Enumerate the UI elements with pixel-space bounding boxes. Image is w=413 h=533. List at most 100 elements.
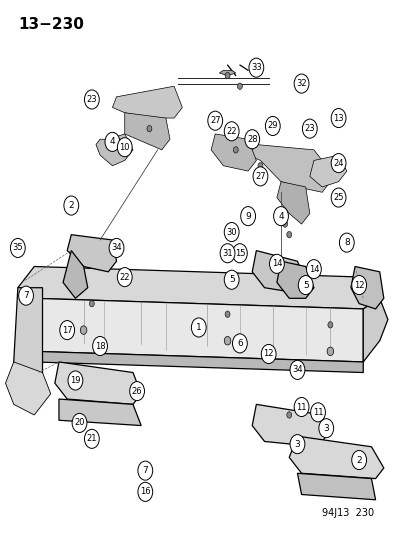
Polygon shape bbox=[14, 288, 43, 383]
Text: 27: 27 bbox=[254, 172, 265, 181]
Text: 24: 24 bbox=[332, 159, 343, 167]
Circle shape bbox=[122, 141, 127, 148]
Text: 35: 35 bbox=[12, 244, 23, 253]
Circle shape bbox=[330, 154, 345, 173]
Circle shape bbox=[224, 270, 238, 289]
Text: 25: 25 bbox=[332, 193, 343, 202]
Circle shape bbox=[252, 167, 267, 186]
Text: 23: 23 bbox=[86, 95, 97, 104]
Circle shape bbox=[138, 461, 152, 480]
Text: 18: 18 bbox=[95, 342, 105, 351]
Circle shape bbox=[59, 320, 74, 340]
Text: 13−230: 13−230 bbox=[18, 17, 83, 33]
Circle shape bbox=[224, 122, 238, 141]
Text: 29: 29 bbox=[267, 122, 278, 131]
Polygon shape bbox=[34, 351, 362, 373]
Circle shape bbox=[326, 347, 333, 356]
Text: 7: 7 bbox=[23, 291, 29, 300]
Polygon shape bbox=[350, 266, 383, 309]
Polygon shape bbox=[276, 261, 313, 298]
Circle shape bbox=[84, 429, 99, 448]
Text: 32: 32 bbox=[296, 79, 306, 88]
Circle shape bbox=[269, 254, 284, 273]
Circle shape bbox=[224, 222, 238, 241]
Text: 21: 21 bbox=[86, 434, 97, 443]
Circle shape bbox=[220, 244, 235, 263]
Circle shape bbox=[207, 111, 222, 130]
Circle shape bbox=[273, 207, 288, 225]
Polygon shape bbox=[247, 144, 330, 192]
Circle shape bbox=[290, 360, 304, 379]
Text: 11: 11 bbox=[312, 408, 323, 417]
Text: 22: 22 bbox=[226, 127, 236, 136]
Circle shape bbox=[138, 482, 152, 502]
Circle shape bbox=[233, 147, 237, 153]
Text: 4: 4 bbox=[109, 138, 115, 147]
Circle shape bbox=[240, 207, 255, 225]
Circle shape bbox=[68, 371, 83, 390]
Text: 14: 14 bbox=[271, 260, 282, 268]
Polygon shape bbox=[309, 155, 346, 187]
Circle shape bbox=[232, 244, 247, 263]
Text: 12: 12 bbox=[263, 350, 273, 359]
Text: 19: 19 bbox=[70, 376, 81, 385]
Circle shape bbox=[248, 58, 263, 77]
Text: 30: 30 bbox=[226, 228, 236, 237]
Polygon shape bbox=[219, 70, 235, 76]
Circle shape bbox=[19, 286, 33, 305]
Circle shape bbox=[232, 334, 247, 353]
Circle shape bbox=[147, 125, 152, 132]
Text: 9: 9 bbox=[244, 212, 250, 221]
Polygon shape bbox=[55, 362, 141, 405]
Text: 2: 2 bbox=[356, 456, 361, 465]
Polygon shape bbox=[124, 113, 170, 150]
Polygon shape bbox=[252, 251, 305, 293]
Circle shape bbox=[339, 233, 354, 252]
Text: 10: 10 bbox=[119, 143, 130, 152]
Text: 15: 15 bbox=[234, 249, 244, 258]
Text: 14: 14 bbox=[308, 265, 318, 273]
Text: 34: 34 bbox=[111, 244, 121, 253]
Circle shape bbox=[351, 450, 366, 470]
Text: 94J13  230: 94J13 230 bbox=[321, 508, 373, 519]
Circle shape bbox=[72, 414, 87, 432]
Polygon shape bbox=[5, 362, 51, 415]
Circle shape bbox=[298, 276, 312, 295]
Text: 5: 5 bbox=[302, 280, 308, 289]
Circle shape bbox=[286, 412, 291, 418]
Text: 3: 3 bbox=[323, 424, 328, 433]
Polygon shape bbox=[289, 436, 383, 479]
Circle shape bbox=[93, 336, 107, 356]
Circle shape bbox=[105, 132, 119, 151]
Text: 22: 22 bbox=[119, 272, 130, 281]
Circle shape bbox=[327, 321, 332, 328]
Polygon shape bbox=[112, 86, 182, 128]
Polygon shape bbox=[297, 473, 375, 500]
Text: 17: 17 bbox=[62, 326, 72, 335]
Circle shape bbox=[191, 318, 206, 337]
Text: 31: 31 bbox=[222, 249, 232, 258]
Circle shape bbox=[80, 326, 87, 334]
Circle shape bbox=[286, 231, 291, 238]
Text: 3: 3 bbox=[294, 440, 299, 449]
Circle shape bbox=[294, 398, 308, 417]
Circle shape bbox=[117, 268, 132, 287]
Circle shape bbox=[282, 221, 287, 227]
Text: 28: 28 bbox=[246, 135, 257, 144]
Text: 27: 27 bbox=[209, 116, 220, 125]
Polygon shape bbox=[34, 298, 362, 362]
Polygon shape bbox=[67, 235, 116, 272]
Circle shape bbox=[294, 74, 308, 93]
Circle shape bbox=[310, 403, 325, 422]
Circle shape bbox=[89, 301, 94, 307]
Circle shape bbox=[351, 276, 366, 295]
Circle shape bbox=[64, 196, 78, 215]
Text: 2: 2 bbox=[68, 201, 74, 210]
Circle shape bbox=[109, 238, 123, 257]
Text: 5: 5 bbox=[228, 275, 234, 284]
Text: 11: 11 bbox=[296, 402, 306, 411]
Text: 34: 34 bbox=[292, 366, 302, 374]
Text: 7: 7 bbox=[142, 466, 148, 475]
Text: 16: 16 bbox=[140, 487, 150, 496]
Polygon shape bbox=[362, 298, 387, 362]
